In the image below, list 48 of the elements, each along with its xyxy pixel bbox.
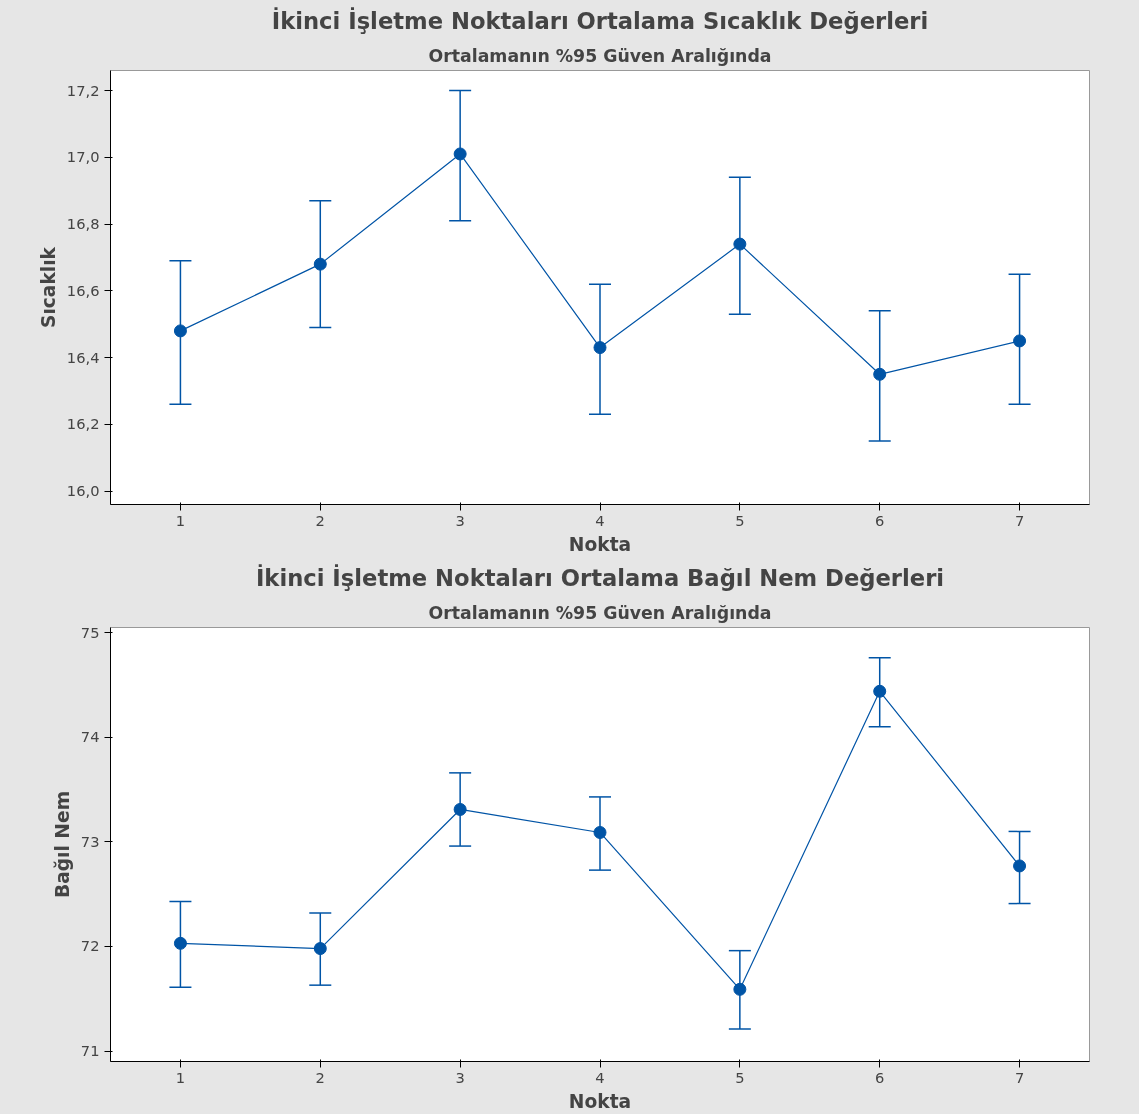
- x-tick-label: 4: [595, 511, 605, 529]
- x-tick-label: 3: [455, 511, 465, 529]
- chart-title: İkinci İşletme Noktaları Ortalama Bağıl Nem Değerleri: [255, 563, 945, 591]
- y-tick-label: 73: [80, 832, 100, 850]
- x-tick-label: 4: [595, 1068, 605, 1086]
- point: [873, 367, 887, 381]
- point: [173, 936, 187, 950]
- x-axis-title: Nokta: [568, 1090, 632, 1112]
- x-tick-label: 2: [315, 511, 325, 529]
- point: [1013, 859, 1027, 873]
- point: [733, 237, 747, 251]
- x-tick-label: 1: [175, 1068, 186, 1086]
- chart-subtitle: Ortalamanın %95 Güven Aralığında: [428, 602, 772, 623]
- x-tick-label: 5: [735, 511, 745, 529]
- x-tick-label: 7: [1014, 511, 1025, 529]
- point: [453, 147, 467, 161]
- point: [733, 982, 747, 996]
- y-tick-label: 16,4: [66, 348, 100, 366]
- y-axis-title: Bağıl Nem: [51, 790, 73, 899]
- x-axis-title: Nokta: [568, 533, 632, 555]
- x-tick-label: 6: [875, 1068, 885, 1086]
- y-tick-label: 71: [80, 1042, 100, 1060]
- y-tick-label: 16,0: [66, 482, 100, 500]
- point: [1013, 334, 1027, 348]
- y-tick-label: 72: [80, 937, 100, 955]
- y-tick-label: 74: [80, 728, 100, 746]
- point: [313, 257, 327, 271]
- point: [173, 324, 187, 338]
- chart-subtitle: Ortalamanın %95 Güven Aralığında: [428, 45, 772, 66]
- point: [873, 684, 887, 698]
- y-tick-label: 17,0: [66, 148, 100, 166]
- y-tick-label: 17,2: [66, 81, 100, 99]
- y-axis-title: Sıcaklık: [37, 246, 59, 329]
- point: [593, 341, 607, 355]
- x-tick-label: 6: [875, 511, 885, 529]
- point: [593, 825, 607, 839]
- point: [313, 942, 327, 956]
- point: [453, 802, 467, 816]
- x-tick-label: 3: [455, 1068, 465, 1086]
- x-tick-label: 1: [175, 511, 186, 529]
- x-tick-label: 7: [1014, 1068, 1025, 1086]
- x-tick-label: 2: [315, 1068, 325, 1086]
- chart-title: İkinci İşletme Noktaları Ortalama Sıcaklık Değerleri: [271, 6, 929, 34]
- y-tick-label: 16,2: [66, 415, 100, 433]
- y-tick-label: 16,8: [66, 215, 100, 233]
- x-tick-label: 5: [735, 1068, 745, 1086]
- y-tick-label: 16,6: [66, 281, 100, 299]
- y-tick-label: 75: [80, 623, 100, 641]
